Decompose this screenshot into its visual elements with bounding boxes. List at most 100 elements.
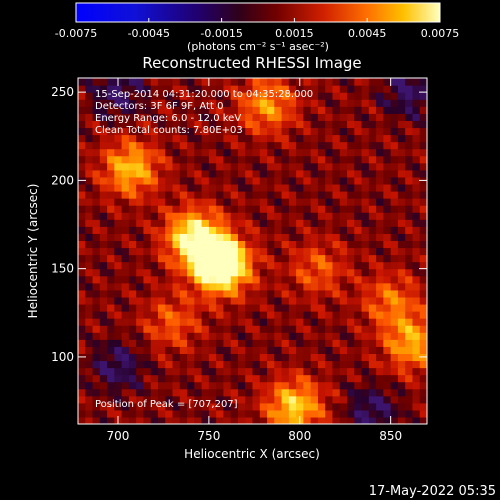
heatmap-cell	[99, 325, 108, 333]
heatmap-cell	[267, 127, 275, 136]
heatmap-cell	[281, 106, 290, 114]
heatmap-cell	[303, 162, 312, 171]
heatmap-cell	[383, 339, 392, 347]
heatmap-cell	[99, 127, 108, 136]
heatmap-cell	[136, 254, 145, 263]
heatmap-cell	[245, 416, 254, 424]
heatmap-cell	[368, 332, 377, 340]
heatmap-cell	[296, 402, 304, 411]
heatmap-cell	[78, 141, 86, 150]
heatmap-cell	[383, 190, 392, 199]
heatmap-cell	[412, 162, 421, 171]
heatmap-cell	[157, 212, 166, 220]
heatmap-cell	[310, 395, 319, 404]
heatmap-cell	[150, 141, 159, 150]
heatmap-cell	[208, 141, 217, 150]
heatmap-cell	[201, 183, 210, 192]
heatmap-cell	[85, 261, 94, 270]
heatmap-cell	[194, 233, 203, 242]
heatmap-cell	[85, 282, 94, 291]
heatmap-cell	[354, 134, 363, 143]
heatmap-cell	[296, 120, 304, 129]
heatmap-cell	[216, 275, 225, 284]
heatmap-cell	[354, 127, 363, 136]
heatmap-cell	[383, 346, 392, 354]
heatmap-cell	[157, 296, 166, 305]
heatmap-cell	[397, 113, 406, 121]
heatmap-cell	[259, 120, 268, 129]
heatmap-cell	[230, 219, 239, 227]
heatmap-cell	[201, 409, 210, 418]
heatmap-cell	[376, 261, 384, 270]
heatmap-cell	[281, 402, 290, 411]
heatmap-cell	[267, 332, 275, 340]
heatmap-cell	[223, 99, 232, 107]
heatmap-cell	[172, 325, 181, 333]
heatmap-cell	[121, 169, 130, 178]
heatmap-cell	[383, 303, 392, 312]
heatmap-cell	[165, 289, 174, 298]
heatmap-cell	[237, 176, 246, 185]
heatmap-cell	[405, 99, 414, 107]
heatmap-cell	[136, 99, 145, 107]
heatmap-cell	[201, 275, 210, 284]
heatmap-cell	[259, 198, 268, 206]
heatmap-cell	[339, 190, 348, 199]
heatmap-cell	[383, 169, 392, 178]
heatmap-cell	[223, 127, 232, 136]
heatmap-cell	[274, 311, 283, 319]
heatmap-cell	[252, 332, 261, 340]
heatmap-cell	[99, 268, 108, 277]
heatmap-cell	[354, 212, 363, 220]
heatmap-cell	[405, 134, 414, 143]
heatmap-cell	[216, 261, 225, 270]
heatmap-cell	[172, 92, 181, 100]
heatmap-cell	[157, 381, 166, 390]
heatmap-cell	[157, 367, 166, 376]
heatmap-cell	[259, 332, 268, 340]
heatmap-cell	[361, 141, 370, 150]
heatmap-cell	[107, 247, 115, 256]
heatmap-cell	[419, 169, 427, 178]
heatmap-cell	[267, 162, 275, 171]
heatmap-cell	[194, 303, 203, 312]
heatmap-cell	[165, 162, 174, 171]
heatmap-cell	[172, 353, 181, 362]
heatmap-cell	[107, 296, 115, 305]
heatmap-cell	[354, 367, 363, 376]
heatmap-cell	[172, 176, 181, 185]
heatmap-cell	[208, 212, 217, 220]
heatmap-cell	[288, 205, 297, 213]
heatmap-cell	[390, 198, 399, 206]
heatmap-cell	[325, 113, 334, 121]
heatmap-cell	[216, 388, 225, 397]
heatmap-cell	[339, 346, 348, 354]
heatmap-cell	[136, 367, 145, 376]
heatmap-cell	[121, 402, 130, 411]
heatmap-cell	[107, 92, 115, 100]
heatmap-cell	[114, 120, 123, 129]
heatmap-cell	[179, 148, 188, 157]
heatmap-cell	[194, 106, 203, 114]
heatmap-cell	[390, 381, 399, 390]
heatmap-cell	[397, 268, 406, 277]
heatmap-cell	[368, 141, 377, 150]
heatmap-cell	[245, 381, 254, 390]
heatmap-cell	[383, 360, 392, 369]
heatmap-cell	[85, 198, 94, 206]
heatmap-cell	[179, 303, 188, 312]
heatmap-cell	[288, 402, 297, 411]
heatmap-cell	[237, 205, 246, 213]
heatmap-cell	[281, 303, 290, 312]
heatmap-cell	[397, 282, 406, 291]
heatmap-cell	[143, 367, 152, 376]
heatmap-cell	[216, 205, 225, 213]
heatmap-cell	[85, 388, 94, 397]
heatmap-cell	[107, 148, 115, 157]
heatmap-cell	[259, 268, 268, 277]
heatmap-cell	[143, 261, 152, 270]
heatmap-cell	[245, 219, 254, 227]
heatmap-cell	[317, 78, 326, 86]
heatmap-cell	[157, 162, 166, 171]
heatmap-cell	[92, 205, 101, 213]
